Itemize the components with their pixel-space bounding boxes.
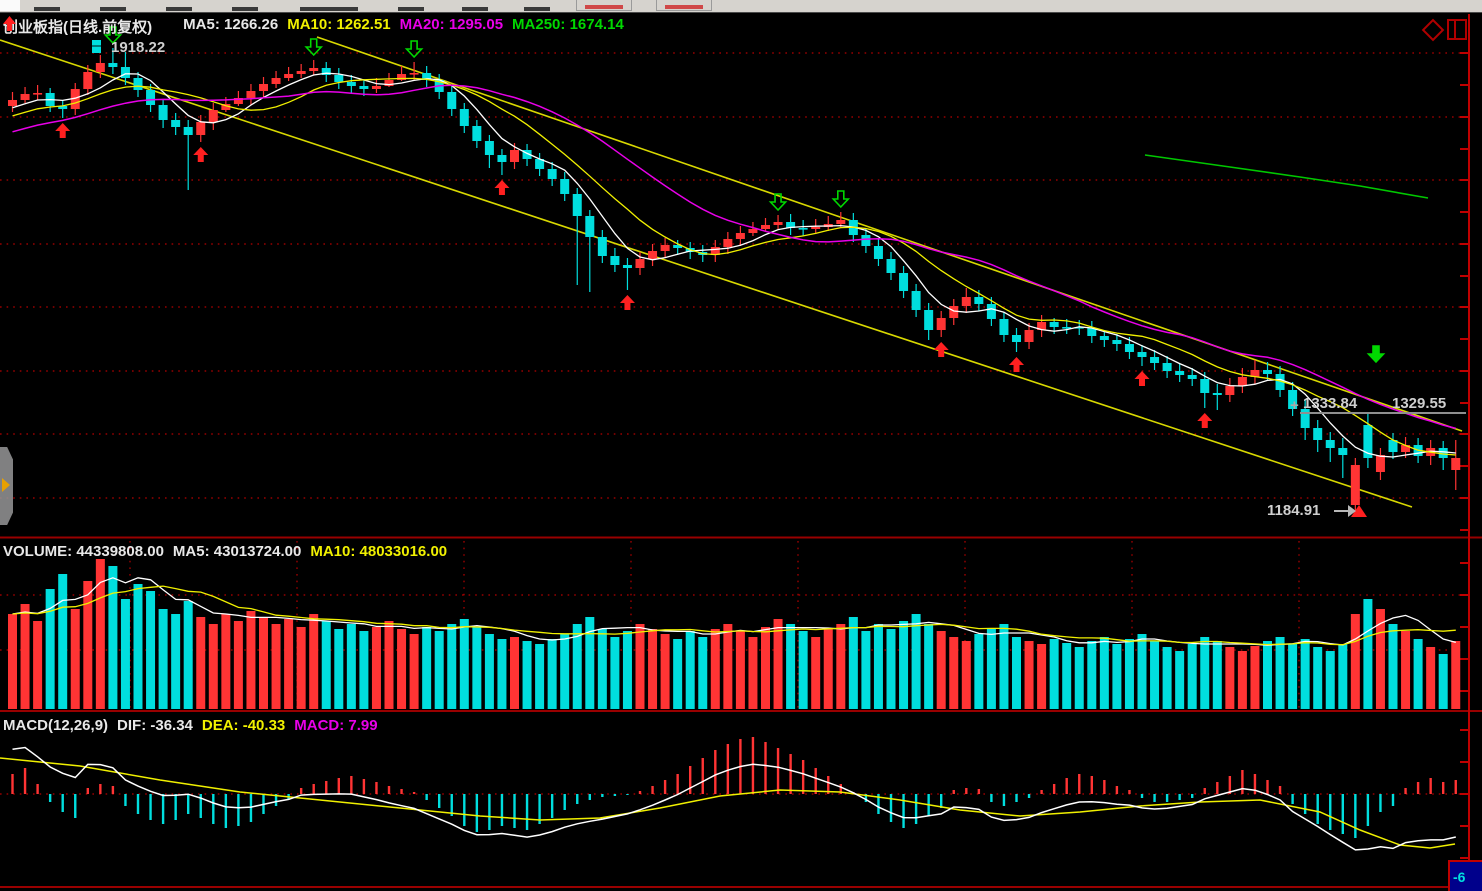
- range-high-label: 1333.84: [1303, 395, 1358, 412]
- dea-readout: DEA: -40.33: [201, 717, 286, 734]
- range-close-label: 1329.55: [1392, 395, 1447, 412]
- menu-item-stub[interactable]: [398, 7, 424, 11]
- macd-readout: MACD: 7.99: [294, 717, 378, 734]
- ma10-readout: MA10: 1262.51: [287, 16, 391, 33]
- menu-item-stub[interactable]: [300, 7, 358, 11]
- ma250-line: [1144, 154, 1429, 199]
- macd-histogram: [11, 737, 1457, 838]
- volume-ma-lines: [12, 577, 1456, 646]
- ma20-readout: MA20: 1295.05: [399, 16, 504, 33]
- candle-pane-header: 创业板指(日线.前复权) MA5: 1266.26 MA10: 1262.51 …: [3, 16, 624, 37]
- menu-item-stub[interactable]: [462, 7, 488, 11]
- instrument-title: 创业板指(日线.前复权): [3, 19, 153, 36]
- sidebar-flyout-handle[interactable]: [0, 447, 13, 525]
- app-icon[interactable]: [0, 0, 20, 11]
- low-arrow-line: [1334, 510, 1349, 512]
- range-marker-plus: +: [1290, 397, 1299, 414]
- trend-up-icon: [3, 16, 174, 32]
- volume-ma10-readout: MA10: 48033016.00: [310, 543, 448, 560]
- trend-channel-lines: [0, 36, 1463, 508]
- quote-hot-button[interactable]: [656, 0, 712, 11]
- menu-item-stub[interactable]: [232, 7, 258, 11]
- macd-pane-header: MACD(12,26,9) DIF: -36.34 DEA: -40.33 MA…: [3, 717, 378, 734]
- menu-item-stub[interactable]: [34, 7, 60, 11]
- macd-name: MACD(12,26,9): [3, 717, 109, 734]
- range-rule-line: [1300, 412, 1466, 414]
- flyout-arrow-icon: [2, 478, 10, 492]
- macd-lines: [0, 746, 1456, 851]
- menu-item-stub[interactable]: [100, 7, 126, 11]
- volume-ma5-readout: MA5: 43013724.00: [172, 543, 302, 560]
- pane-separators: [0, 536, 1482, 888]
- ma5-readout: MA5: 1266.26: [183, 16, 279, 33]
- volume-pane-header: VOLUME: 44339808.00 MA5: 43013724.00 MA1…: [3, 543, 447, 560]
- signal-markers: [55, 26, 1386, 517]
- menu-item-stub[interactable]: [166, 7, 192, 11]
- dif-readout: DIF: -36.34: [117, 717, 193, 734]
- ma-lines: [12, 72, 1456, 458]
- low-price-label: 1184.91: [1267, 502, 1321, 519]
- ma250-readout: MA250: 1674.14: [512, 16, 624, 33]
- quote-hot-button[interactable]: [576, 0, 632, 11]
- menu-item-stub[interactable]: [524, 7, 550, 11]
- corner-value-box: -6: [1448, 860, 1482, 891]
- price-axis: [1460, 14, 1470, 886]
- menu-bar[interactable]: [0, 0, 1482, 13]
- split-layout-icon[interactable]: [1447, 19, 1467, 40]
- volume-readout: VOLUME: 44339808.00: [3, 543, 164, 560]
- high-price-label: 1918.22: [111, 39, 166, 56]
- volume-series: [8, 559, 1461, 709]
- low-arrow-icon: [1348, 505, 1356, 517]
- candle-series: [8, 48, 1461, 515]
